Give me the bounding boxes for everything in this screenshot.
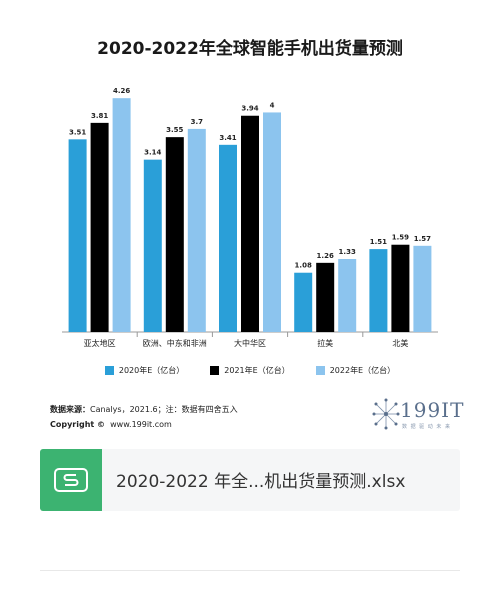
data-label: 1.57 — [414, 235, 431, 243]
data-label: 4 — [270, 101, 275, 109]
data-label: 3.51 — [69, 128, 86, 136]
bar — [369, 249, 388, 332]
legend-swatch-2021 — [210, 366, 220, 375]
dandelion-logo-icon — [372, 398, 400, 430]
legend-label-2020: 2020年E（亿台） — [118, 366, 185, 375]
bar — [90, 122, 109, 332]
bar — [165, 137, 184, 332]
copyright-url: www.199it.com — [110, 420, 172, 429]
file-attachment[interactable]: 2020-2022 年全...机出货量预测.xlsx — [40, 449, 460, 511]
bar — [263, 112, 281, 332]
bar — [391, 244, 410, 332]
category-label: 拉美 — [317, 338, 333, 348]
copyright-label: Copyright © — [50, 420, 106, 429]
data-label: 3.55 — [166, 126, 183, 134]
copyright: Copyright © www.199it.com — [50, 420, 172, 429]
bar-chart: 3.51 3.81 4.26 亚太地区 3.14 3.55 3.7 欧洲、中东和非洲 3.41 3… — [62, 87, 438, 348]
bar — [143, 159, 162, 332]
legend-item-2020: 2020年E（亿台） — [104, 365, 185, 376]
data-label: 1.59 — [392, 234, 409, 242]
legend-item-2021: 2021年E（亿台） — [210, 365, 290, 376]
data-label: 3.7 — [191, 118, 204, 126]
data-label: 1.26 — [317, 252, 334, 260]
logo-199it: 199IT 数 据 驱 动 未 来 — [372, 396, 472, 434]
bar — [316, 262, 335, 332]
source-label: 数据来源： — [50, 405, 90, 414]
category-label: 欧洲、中东和非洲 — [143, 338, 207, 348]
data-label: 4.26 — [113, 87, 130, 95]
data-label: 1.08 — [295, 262, 312, 270]
bar — [112, 98, 131, 332]
bar — [413, 245, 432, 332]
bar — [294, 272, 313, 332]
file-name: 2020-2022 年全...机出货量预测.xlsx — [116, 472, 406, 492]
data-label: 3.81 — [91, 112, 108, 120]
legend-item-2022: 2022年E（亿台） — [315, 365, 396, 376]
data-label: 1.33 — [339, 248, 356, 256]
data-label: 3.41 — [219, 134, 236, 142]
data-label: 3.94 — [241, 105, 258, 113]
data-source: 数据来源：Canalys，2021.6；注：数据有四舍五入 — [50, 404, 238, 415]
divider — [40, 570, 460, 571]
chart-legend: 2020年E（亿台） 2021年E（亿台） 2022年E（亿台） — [0, 365, 500, 376]
chart-title: 2020-2022年全球智能手机出货量预测 — [97, 39, 403, 59]
source-text: Canalys，2021.6；注：数据有四舍五入 — [90, 405, 238, 414]
bar — [187, 128, 206, 332]
category-label: 北美 — [392, 338, 408, 348]
logo-text: 199IT — [400, 398, 465, 422]
bar — [68, 139, 87, 332]
logo-tagline: 数 据 驱 动 未 来 — [402, 424, 451, 430]
category-label: 亚太地区 — [84, 338, 116, 348]
data-label: 3.14 — [144, 149, 161, 157]
legend-swatch-2022 — [315, 366, 325, 375]
bar — [219, 144, 237, 332]
legend-label-2022: 2022年E（亿台） — [329, 366, 396, 375]
bar — [241, 115, 259, 332]
category-label: 大中华区 — [234, 338, 266, 348]
bar — [338, 258, 357, 332]
legend-label-2021: 2021年E（亿台） — [224, 366, 290, 375]
spreadsheet-s-icon — [40, 449, 102, 511]
data-label: 1.51 — [370, 238, 387, 246]
legend-swatch-2020 — [104, 366, 114, 375]
